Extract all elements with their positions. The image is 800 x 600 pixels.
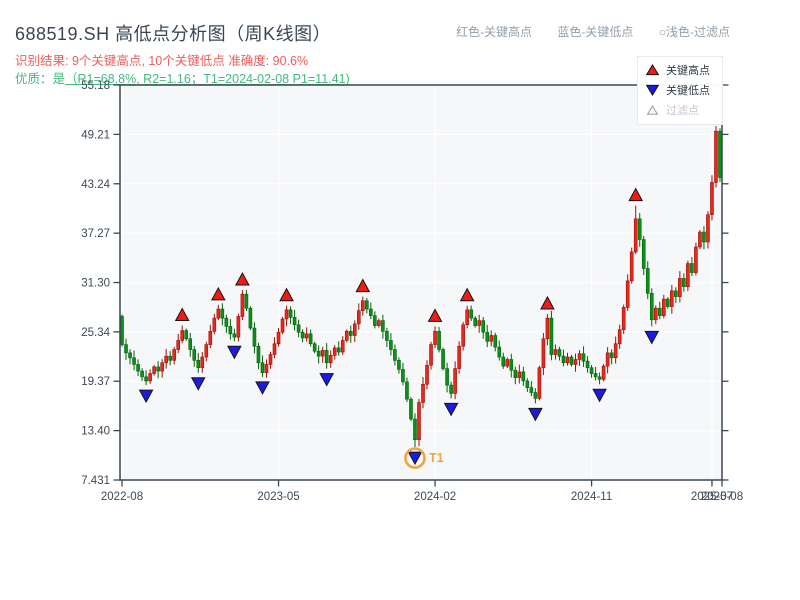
color-key-filtered: ○浅色-过滤点 bbox=[658, 25, 730, 39]
legend-item-key-high: 关键高点 bbox=[646, 60, 716, 80]
quality-summary: 优质：是（R1=68.8%, R2=1.16；T1=2024-02-08 P1=… bbox=[15, 68, 350, 87]
svg-text:25.34: 25.34 bbox=[81, 327, 110, 339]
key-high-triangle-icon bbox=[646, 64, 659, 76]
quality-prefix: 优质：是 bbox=[15, 72, 66, 86]
svg-text:T1: T1 bbox=[429, 451, 444, 465]
quality-detail: （R1=68.8%, R2=1.16；T1=2024-02-08 P1=11.4… bbox=[65, 72, 350, 86]
legend-item-key-low: 关键低点 bbox=[646, 80, 716, 100]
svg-text:2024-11: 2024-11 bbox=[571, 491, 612, 503]
svg-text:55.18: 55.18 bbox=[81, 80, 110, 92]
svg-text:2024-02: 2024-02 bbox=[414, 491, 456, 503]
svg-text:49.21: 49.21 bbox=[81, 129, 110, 141]
svg-text:19.37: 19.37 bbox=[81, 376, 110, 388]
color-key-low: 蓝色-关键低点 bbox=[557, 25, 634, 39]
page-title: 688519.SH 高低点分析图（周K线图） bbox=[15, 24, 332, 44]
svg-text:7.431: 7.431 bbox=[81, 475, 110, 487]
svg-text:13.40: 13.40 bbox=[81, 426, 110, 438]
legend-item-label: 关键高点 bbox=[666, 65, 710, 77]
filtered-triangle-icon bbox=[646, 105, 659, 115]
svg-text:2025-08: 2025-08 bbox=[701, 491, 743, 503]
legend-item-label: 过滤点 bbox=[666, 105, 699, 117]
candles-layer bbox=[120, 126, 722, 448]
axes-layer: 55.18 49.21 43.24 37.27 31.30 25.34 19.37 13.40… bbox=[81, 80, 743, 503]
chart-legend: 关键高点 关键低点 过滤点 bbox=[637, 56, 723, 125]
svg-text:31.30: 31.30 bbox=[81, 278, 110, 290]
svg-text:43.24: 43.24 bbox=[81, 179, 110, 191]
color-key: 红色-关键高点 蓝色-关键低点 ○浅色-过滤点 bbox=[456, 23, 730, 40]
svg-text:2025-07: 2025-07 bbox=[691, 491, 733, 503]
legend-item-filtered: 过滤点 bbox=[646, 100, 716, 120]
legend-item-label: 关键低点 bbox=[666, 85, 710, 97]
svg-text:2022-08: 2022-08 bbox=[101, 491, 143, 503]
markers-layer: T1 bbox=[138, 187, 660, 469]
key-low-triangle-icon bbox=[646, 84, 659, 96]
svg-text:37.27: 37.27 bbox=[81, 228, 110, 240]
svg-text:2023-05: 2023-05 bbox=[257, 491, 299, 503]
color-key-high: 红色-关键高点 bbox=[456, 25, 533, 39]
recognition-summary: 识别结果: 9个关键高点, 10个关键低点 准确度: 90.6% bbox=[15, 54, 309, 68]
